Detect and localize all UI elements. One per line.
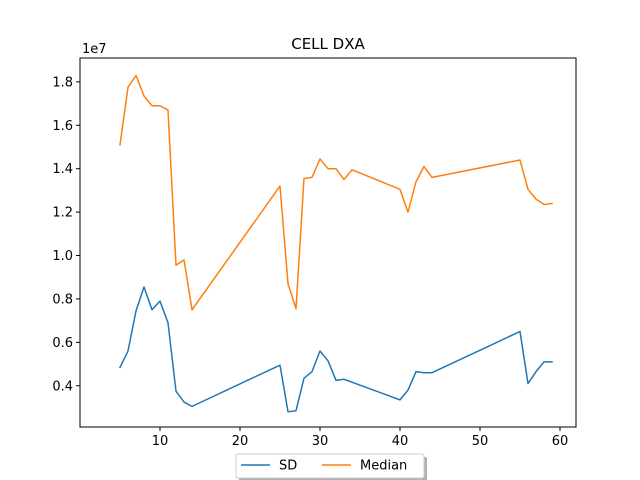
legend-box [235,453,425,479]
y-tick-label: 1.4 [52,162,73,177]
x-tick-label: 60 [552,434,569,449]
y-tick-label: 0.4 [52,379,73,394]
y-tick-label: 0.6 [52,336,73,351]
x-tick-label: 50 [472,434,489,449]
legend-label-sd: SD [279,459,297,474]
x-tick-label: 20 [232,434,249,449]
y-tick-label: 1.8 [52,75,73,90]
chart-title: CELL DXA [291,35,365,53]
y-axis-offset-label: 1e7 [82,42,107,57]
legend-label-median: Median [360,459,407,474]
y-tick-label: 0.8 [52,292,73,307]
y-tick-label: 1.2 [52,206,73,221]
x-tick-label: 30 [312,434,329,449]
plot-area-frame [79,57,577,428]
legend: SD Median [235,453,427,480]
x-tick-label: 10 [152,434,169,449]
y-tick-label: 1.6 [52,119,73,134]
y-tick-label: 1.0 [52,249,73,264]
x-tick-label: 40 [392,434,409,449]
series-line-sd [118,286,553,413]
series-line-median [119,74,553,311]
